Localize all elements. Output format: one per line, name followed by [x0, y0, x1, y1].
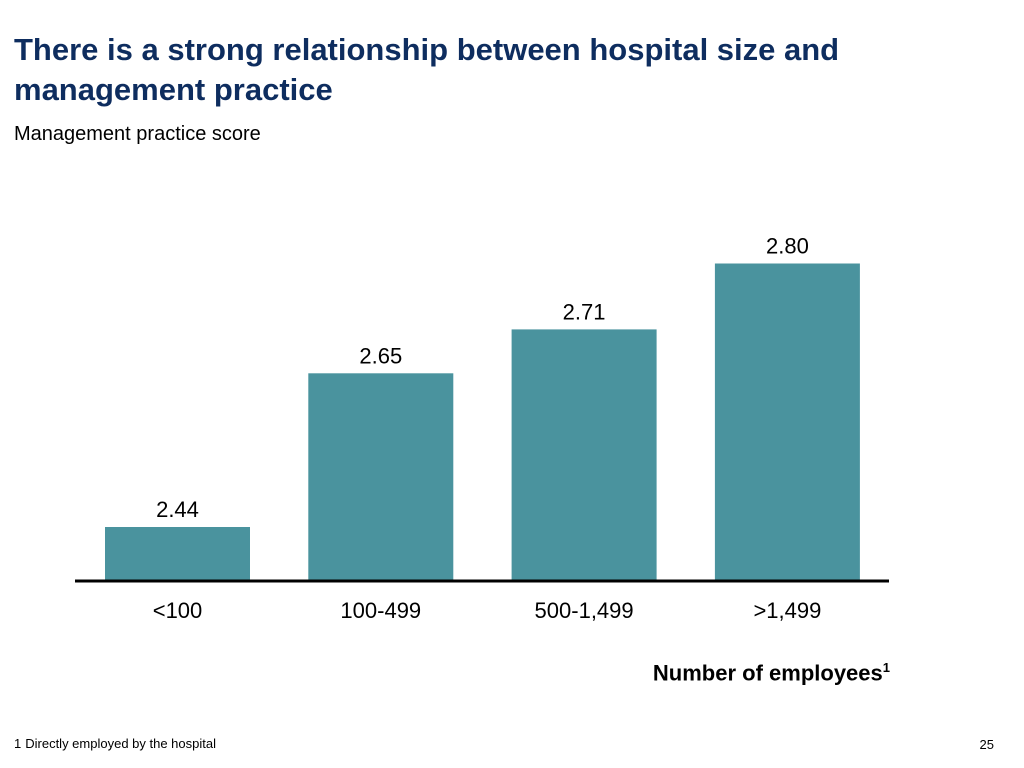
data-label-4: 2.80 [766, 234, 809, 259]
x-axis-title-text: Number of employees [652, 660, 883, 686]
x-axis-title: Number of employees1 [653, 660, 890, 686]
page-title: There is a strong relationship between h… [14, 32, 840, 107]
data-label-2: 2.65 [359, 343, 402, 368]
category-label-2: 100-499 [340, 598, 421, 623]
data-label-3: 2.71 [563, 299, 606, 324]
bar-2 [308, 373, 454, 580]
bar-4 [714, 263, 860, 580]
category-label-1: <100 [153, 598, 203, 623]
page-number: 25 [979, 737, 994, 752]
category-label-3: 500-1,499 [535, 598, 634, 623]
data-label-1: 2.44 [156, 497, 199, 522]
category-label-4: >1,499 [753, 598, 821, 623]
footnote-mark: 1 [14, 736, 22, 751]
footnote: 1 Directly employed by the hospital [14, 736, 216, 751]
x-axis-footnote-mark: 1 [882, 660, 890, 675]
chart-subtitle: Management practice score [14, 123, 261, 145]
footnote-text: Directly employed by the hospital [25, 736, 216, 751]
bar-3 [511, 329, 657, 580]
bar-1 [105, 527, 250, 580]
